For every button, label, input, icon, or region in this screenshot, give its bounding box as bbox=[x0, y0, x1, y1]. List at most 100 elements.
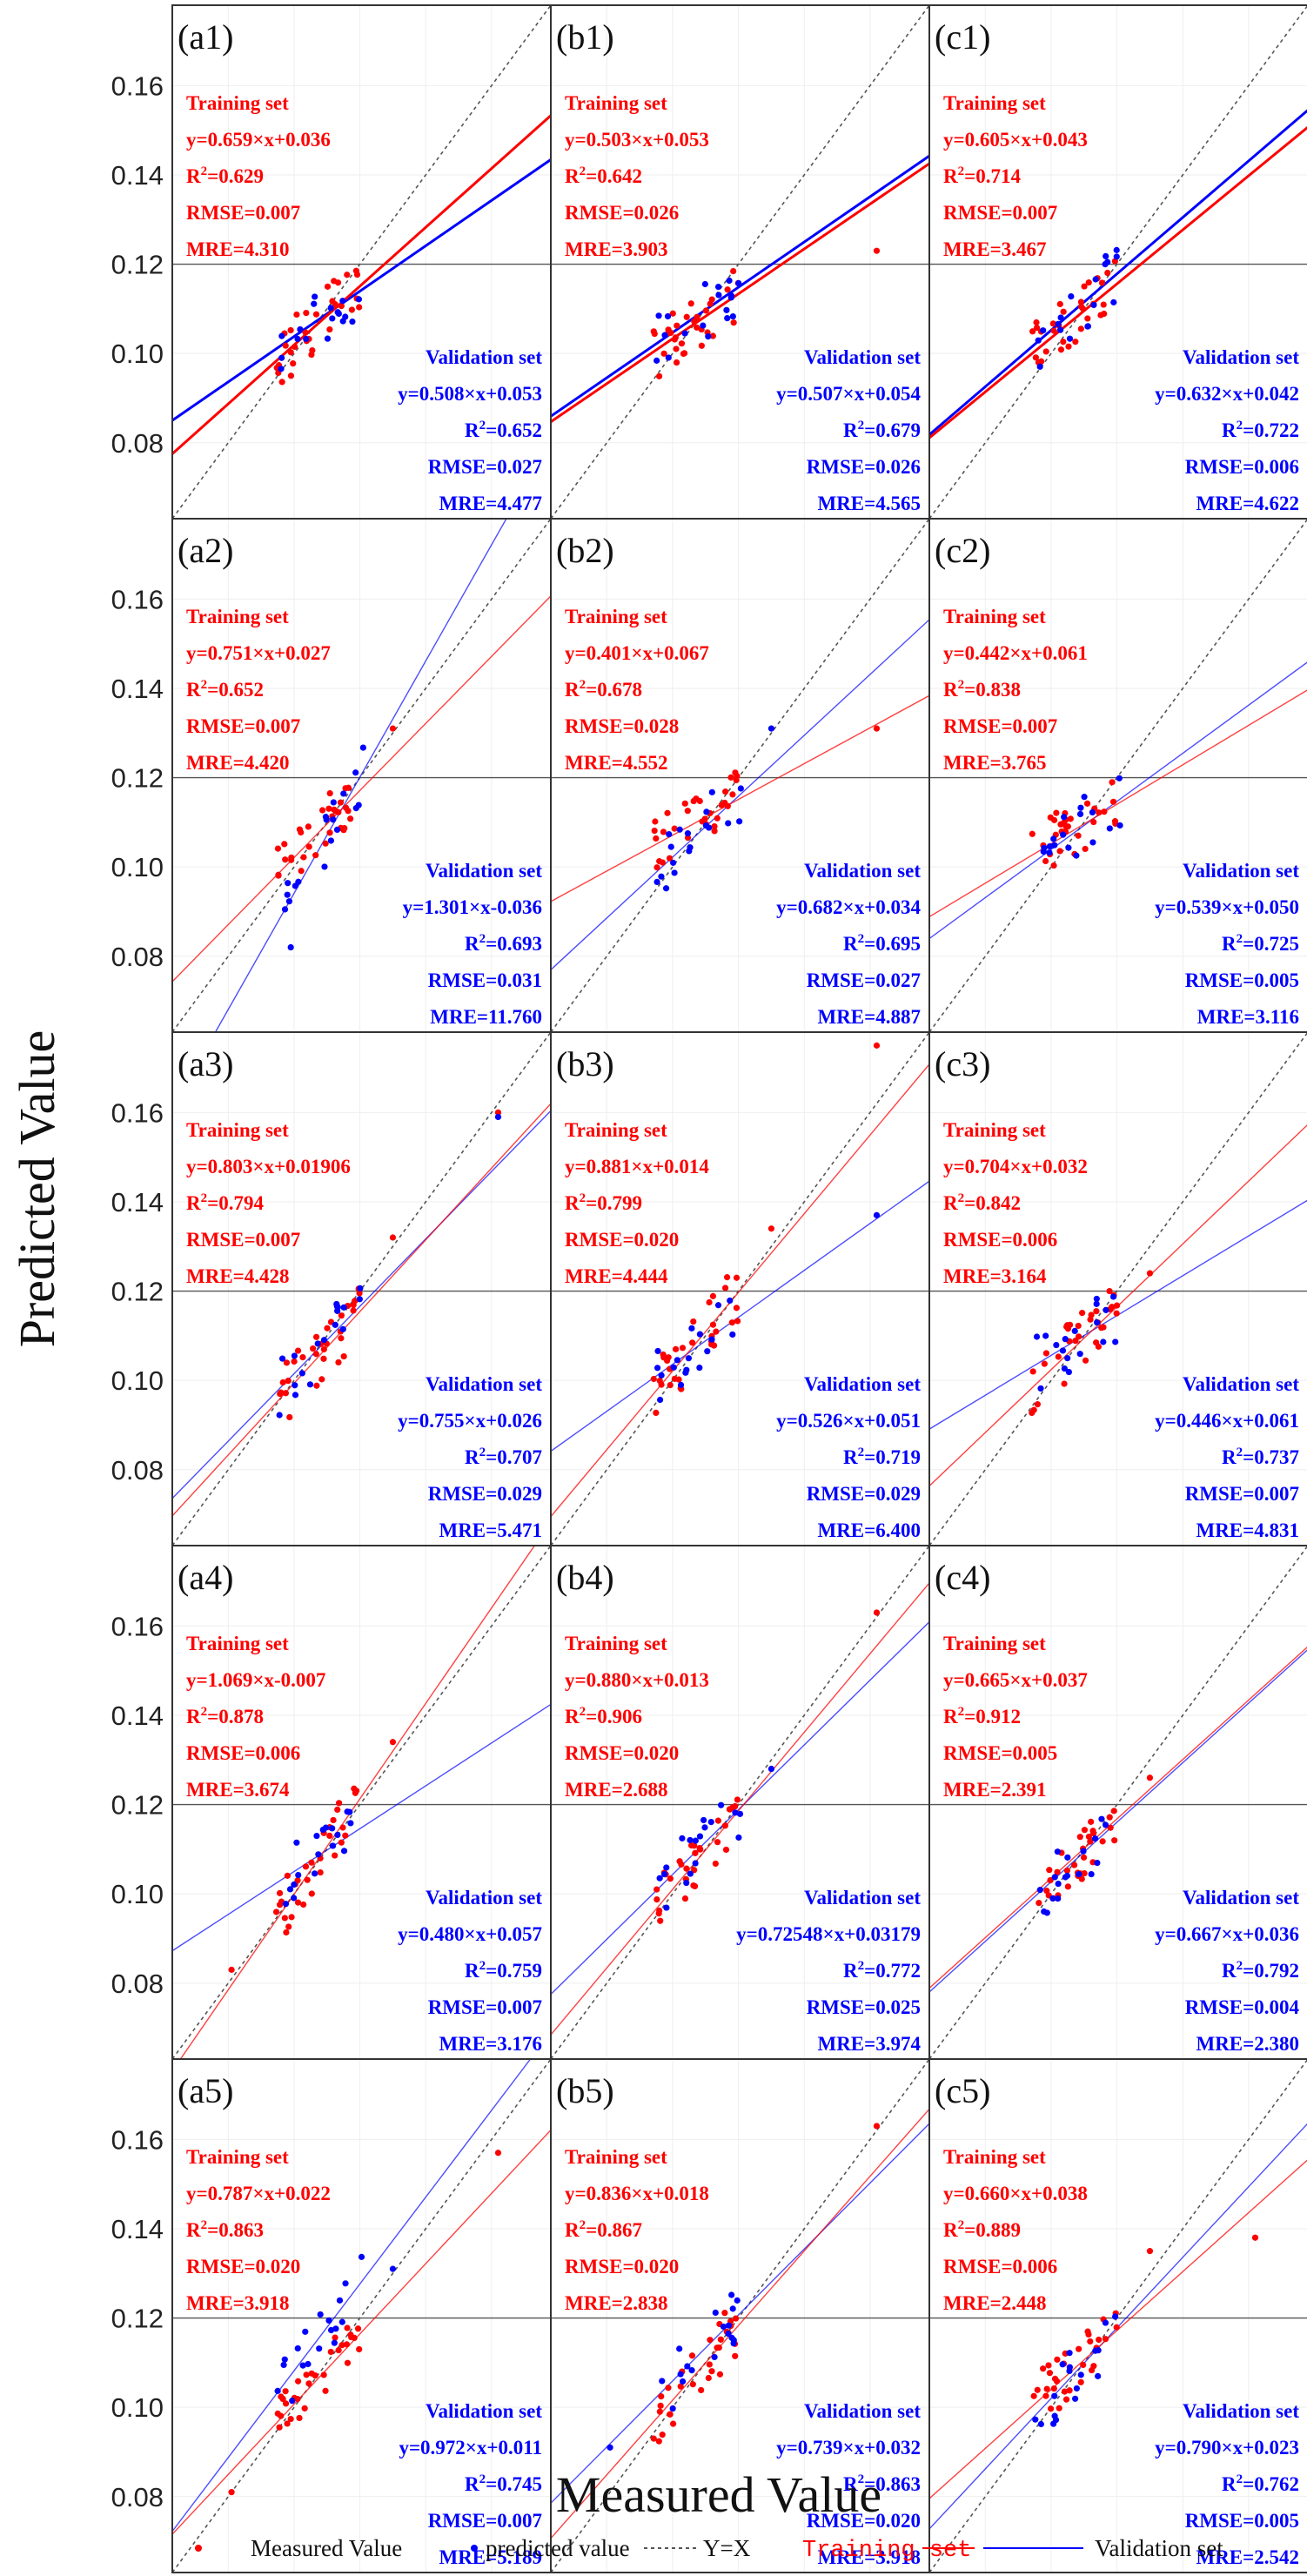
validation-point bbox=[654, 1347, 661, 1355]
training-point bbox=[312, 852, 319, 859]
training-point bbox=[674, 322, 680, 329]
y-tick-label: 0.16 bbox=[111, 584, 164, 614]
validation-point bbox=[1103, 252, 1109, 260]
validation-point bbox=[1055, 320, 1062, 327]
validation-point bbox=[293, 1839, 300, 1846]
validation-point bbox=[281, 906, 289, 913]
validation-point bbox=[654, 1365, 661, 1372]
training-point bbox=[658, 2393, 665, 2400]
validation-point bbox=[340, 1304, 347, 1311]
training-point bbox=[326, 1832, 333, 1840]
identity-line bbox=[929, 5, 1307, 519]
training-point bbox=[1082, 845, 1089, 853]
panel-a3: (a3) Training set y=0.803×x+0.01906 R2=0.79… bbox=[171, 1031, 552, 1546]
validation-point bbox=[1065, 844, 1072, 851]
identity-line bbox=[551, 1546, 929, 2059]
y-tick-label: 0.10 bbox=[111, 2392, 164, 2423]
fit-lines bbox=[172, 2059, 551, 2573]
training-point bbox=[650, 2435, 657, 2442]
validation-point bbox=[659, 2378, 666, 2385]
training-point bbox=[302, 1863, 310, 1870]
training-point bbox=[708, 2368, 715, 2375]
training-mre: MRE=3.467 bbox=[943, 238, 1047, 260]
validation-point bbox=[707, 1818, 714, 1826]
training-point bbox=[294, 1877, 301, 1884]
validation-annotation: Validation set y=0.739×x+0.032 R2=0.863 RMS… bbox=[776, 2400, 921, 2568]
panel-c2: (c2) Training set y=0.442×x+0.061 R2=0.838 R… bbox=[928, 518, 1307, 1033]
validation-point bbox=[735, 1834, 742, 1841]
validation-point bbox=[1095, 2372, 1102, 2379]
validation-point bbox=[305, 2360, 312, 2368]
validation-rmse: RMSE=0.027 bbox=[428, 456, 542, 478]
panel-a4: (a4) Training set y=1.069×x-0.007 R2=0.878 R… bbox=[171, 1545, 552, 2060]
training-point bbox=[667, 1875, 674, 1882]
validation-point bbox=[1046, 842, 1054, 850]
scatter-points bbox=[1030, 2234, 1259, 2428]
training-r2: R2=0.799 bbox=[565, 1191, 642, 1214]
validation-annotation: Validation set y=0.446×x+0.061 R2=0.737 RMS… bbox=[1155, 1373, 1299, 1541]
validation-mre: MRE=6.400 bbox=[817, 1519, 921, 1541]
training-point bbox=[1111, 818, 1119, 825]
scatter-points bbox=[650, 247, 881, 379]
grid bbox=[929, 2059, 1307, 2573]
training-point bbox=[287, 2415, 294, 2423]
training-point bbox=[714, 815, 721, 822]
training-r2-value: =0.838 bbox=[964, 679, 1021, 701]
validation-point bbox=[1057, 314, 1064, 321]
training-point bbox=[1078, 303, 1085, 310]
training-point bbox=[308, 1859, 315, 1866]
validation-rmse: RMSE=0.031 bbox=[428, 969, 542, 991]
training-point bbox=[1109, 779, 1116, 786]
training-point bbox=[717, 2336, 724, 2343]
y-tick-label: 0.08 bbox=[111, 942, 164, 972]
y-tick-label: 0.08 bbox=[111, 428, 164, 459]
validation-fit-line bbox=[551, 1180, 929, 1452]
validation-fit-line bbox=[172, 158, 551, 422]
training-point bbox=[1075, 832, 1082, 839]
identity-line bbox=[551, 1032, 929, 1546]
scatter-points bbox=[228, 2150, 502, 2496]
training-point bbox=[671, 825, 678, 832]
training-point bbox=[1050, 2385, 1057, 2392]
training-point bbox=[1089, 1829, 1097, 1837]
validation-point bbox=[662, 885, 670, 892]
validation-r2-value: =0.679 bbox=[864, 419, 921, 441]
training-point bbox=[335, 1358, 342, 1366]
validation-point bbox=[736, 818, 743, 825]
validation-point bbox=[1032, 2416, 1039, 2423]
training-r2: R2=0.867 bbox=[565, 2218, 642, 2241]
training-point bbox=[347, 815, 354, 822]
legend-predicted-dot bbox=[471, 2545, 478, 2552]
training-point bbox=[1066, 2387, 1073, 2394]
y-tick-label: 0.14 bbox=[111, 674, 164, 704]
training-point bbox=[734, 1318, 741, 1325]
validation-point bbox=[663, 1864, 670, 1871]
training-point bbox=[334, 279, 342, 286]
training-point bbox=[1030, 2392, 1037, 2399]
validation-point bbox=[312, 293, 318, 300]
validation-point bbox=[332, 1321, 338, 1328]
training-point bbox=[317, 1868, 324, 1876]
training-fit-line bbox=[179, 1546, 535, 2059]
training-r2: R2=0.629 bbox=[186, 164, 264, 187]
validation-mre: MRE=2.380 bbox=[1196, 2033, 1299, 2055]
validation-point bbox=[1092, 1835, 1099, 1842]
validation-point bbox=[352, 769, 359, 776]
training-point bbox=[299, 1353, 306, 1361]
training-point bbox=[706, 1298, 713, 1306]
training-point bbox=[1061, 2388, 1069, 2395]
training-point bbox=[282, 1390, 290, 1397]
training-set-title: Training set bbox=[943, 2146, 1046, 2168]
training-set-title: Training set bbox=[186, 1633, 289, 1654]
training-rmse: RMSE=0.020 bbox=[186, 2256, 300, 2277]
training-point bbox=[1032, 354, 1039, 361]
training-set-title: Training set bbox=[186, 2146, 289, 2168]
training-point bbox=[305, 2380, 312, 2387]
validation-point bbox=[1071, 2395, 1079, 2402]
validation-point bbox=[314, 1340, 321, 1347]
validation-point bbox=[656, 1396, 664, 1404]
training-point bbox=[734, 1796, 741, 1803]
validation-set-title: Validation set bbox=[426, 2400, 542, 2422]
training-point bbox=[1076, 2345, 1082, 2352]
validation-fit-line bbox=[929, 661, 1307, 940]
